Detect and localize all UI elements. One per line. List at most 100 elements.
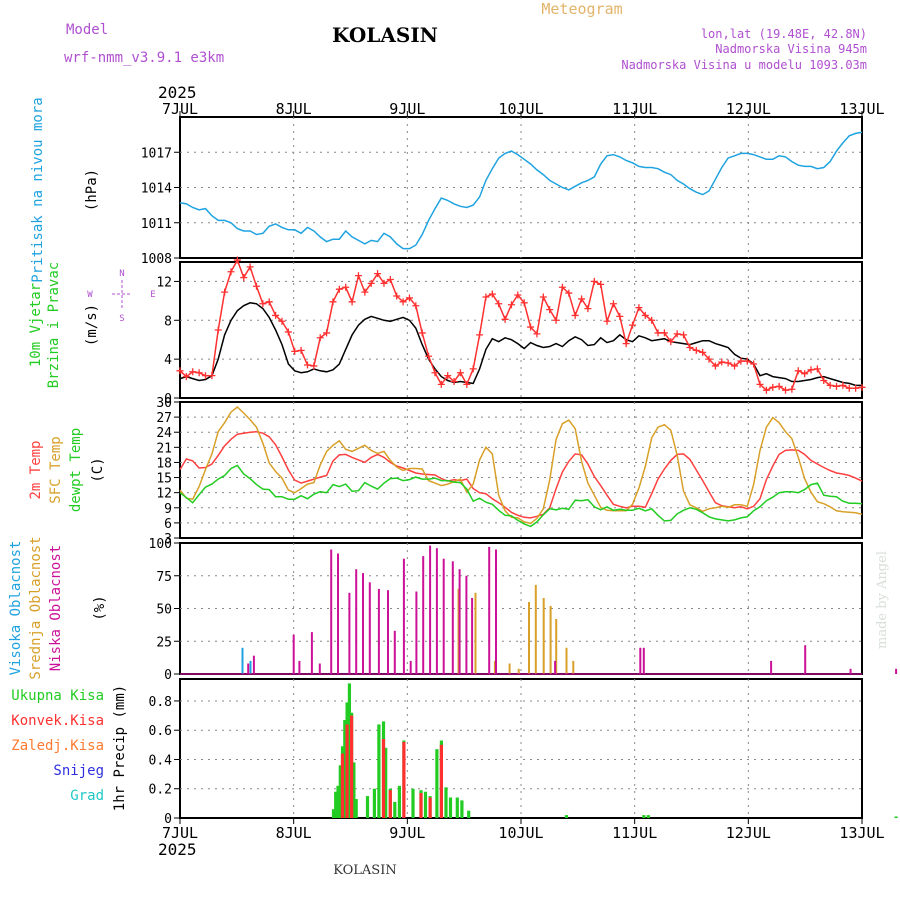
gust-marker <box>507 301 515 309</box>
bar-ukupna-kisa <box>894 816 898 818</box>
gust-marker <box>418 329 426 337</box>
gust-marker <box>520 299 528 307</box>
gust-marker <box>240 274 248 282</box>
gust-marker <box>221 288 229 296</box>
wind-title: 10m Vjetar <box>28 283 44 367</box>
cloud-title-low: Niska Oblacnost <box>48 545 64 671</box>
bar-niska-oblacnost <box>451 561 454 674</box>
bar-niska-oblacnost <box>442 558 445 674</box>
gust-marker <box>265 298 273 306</box>
y-tick-label: 3 <box>164 532 172 547</box>
y-tick-label: 24 <box>156 426 172 441</box>
bar-niska-oblacnost <box>377 588 380 674</box>
gust-marker <box>482 293 490 301</box>
bar-niska-oblacnost <box>330 549 333 674</box>
bar-ukupna-kisa <box>352 762 356 818</box>
lonlat-label: lon,lat (19.48E, 42.8N) <box>701 27 867 41</box>
gust-marker <box>654 329 662 337</box>
gust-marker <box>488 290 496 298</box>
header: Model wrf-nmm_v3.9.1 e3km KOLASIN Meteog… <box>64 0 890 878</box>
precip-unit: 1hr Precip (mm) <box>112 685 128 811</box>
gust-marker <box>820 377 828 385</box>
bar-niska-oblacnost <box>310 632 313 674</box>
bar-ukupna-kisa <box>347 683 351 818</box>
y-tick-label: 75 <box>156 570 172 585</box>
gust-marker <box>405 294 413 302</box>
temp-title-dew: dewpt Temp <box>68 428 84 512</box>
bar-srednja-oblacnost <box>534 584 537 674</box>
panel-frame-precipitation <box>179 678 863 819</box>
gust-marker <box>323 329 331 337</box>
gust-marker <box>756 380 764 388</box>
precip-legend-4: Grad <box>70 788 104 804</box>
x-tick-label-top: 13JUL <box>839 100 884 118</box>
series-line-mslp <box>179 131 863 250</box>
gust-marker <box>673 330 681 338</box>
gust-marker <box>782 386 790 394</box>
gust-marker <box>201 372 209 380</box>
bar-niska-oblacnost <box>298 660 301 674</box>
bar-ukupna-kisa <box>564 815 569 818</box>
precip-legend-2: Zaledj.Kisa <box>11 738 104 754</box>
gust-marker <box>342 283 350 291</box>
gust-marker <box>565 289 573 297</box>
gust-marker <box>399 298 407 306</box>
gust-marker <box>437 380 445 388</box>
gust-marker <box>463 380 471 388</box>
bar-ukupna-kisa <box>435 749 439 818</box>
bar-niska-oblacnost <box>292 634 295 674</box>
bar-ukupna-kisa <box>444 787 448 818</box>
y-tick-label: 0 <box>164 392 172 407</box>
pressure-title: Pritisak na nivou mora <box>30 97 46 282</box>
gust-marker <box>444 372 452 380</box>
model-label: Model <box>66 22 108 38</box>
bar-niska-oblacnost <box>318 663 321 674</box>
gust-marker <box>660 329 668 337</box>
bar-niska-oblacnost <box>422 556 425 674</box>
gust-marker <box>259 300 267 308</box>
bar-niska-oblacnost <box>465 575 468 675</box>
compass-n: N <box>119 269 124 279</box>
bar-visoka-oblacnost <box>241 647 244 674</box>
bar-visoka-oblacnost <box>249 660 252 674</box>
model-name: wrf-nmm_v3.9.1 e3km <box>64 50 224 66</box>
gust-marker <box>182 373 190 381</box>
x-tick-label-bottom: 7JUL <box>162 824 198 842</box>
bar-ukupna-kisa <box>455 797 459 818</box>
bar-niska-oblacnost <box>435 548 438 674</box>
gust-marker <box>316 334 324 342</box>
gust-marker <box>533 330 541 338</box>
gust-marker <box>386 275 394 283</box>
year-top: 2025 <box>158 83 197 102</box>
gust-marker <box>208 372 216 380</box>
bar-niska-oblacnost <box>554 660 557 674</box>
bar-niska-oblacnost <box>337 553 339 674</box>
bar-srednja-oblacnost <box>528 602 530 674</box>
bar-niska-oblacnost <box>348 592 351 674</box>
precip-legend-1: Konvek.Kisa <box>11 713 104 729</box>
y-tick-label: 27 <box>156 411 172 426</box>
model-elevation-label: Nadmorska Visina u modelu 1093.03m <box>621 58 867 72</box>
y-tick-label: 100 <box>149 537 172 552</box>
bar-ukupna-kisa <box>642 815 646 818</box>
gust-marker <box>705 355 713 363</box>
bar-ukupna-kisa <box>336 785 340 818</box>
bar-ukupna-kisa <box>338 765 342 818</box>
compass-w: W <box>87 290 93 300</box>
bar-ukupna-kisa <box>467 810 471 818</box>
bar-konvek-kisa <box>345 724 349 818</box>
cloud-title-mid: Srednja Oblacnost <box>28 536 44 679</box>
bar-konvek-kisa <box>428 797 432 818</box>
y-tick-label: 18 <box>156 456 172 471</box>
gust-marker <box>361 288 369 296</box>
bar-ukupna-kisa <box>377 724 381 818</box>
gust-marker <box>272 311 280 319</box>
bar-konvek-kisa <box>381 739 386 818</box>
bar-konvek-kisa <box>402 741 406 818</box>
gust-marker <box>176 367 184 375</box>
footer-station: KOLASIN <box>333 863 396 878</box>
y-tick-label: 0.6 <box>149 724 172 739</box>
x-tick-label-top: 11JUL <box>612 100 657 118</box>
gust-marker <box>622 340 630 348</box>
